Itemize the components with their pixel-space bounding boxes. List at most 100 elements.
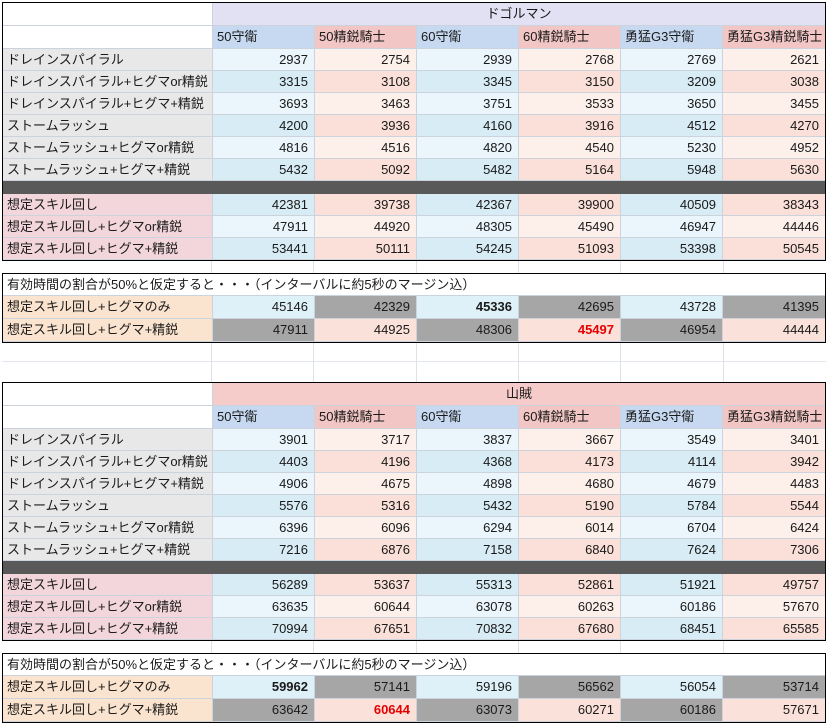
value-cell[interactable]: 47911 bbox=[213, 319, 315, 342]
empty-corner-cell[interactable] bbox=[3, 383, 213, 406]
value-cell[interactable]: 2754 bbox=[315, 49, 417, 71]
value-cell[interactable]: 5482 bbox=[417, 159, 519, 181]
value-cell[interactable]: 3942 bbox=[723, 451, 825, 473]
value-cell[interactable]: 47911 bbox=[213, 216, 315, 238]
value-cell[interactable]: 4906 bbox=[213, 473, 315, 495]
value-cell[interactable]: 42695 bbox=[519, 296, 621, 319]
value-cell[interactable]: 3936 bbox=[315, 115, 417, 137]
value-cell[interactable]: 60263 bbox=[519, 596, 621, 618]
value-cell[interactable]: 3667 bbox=[519, 429, 621, 451]
value-cell[interactable]: 60186 bbox=[621, 596, 723, 618]
column-header-cell[interactable]: 50守衛 bbox=[213, 406, 315, 429]
row-label-cell[interactable]: ドレインスパイラル bbox=[3, 49, 213, 71]
row-label-cell[interactable]: 想定スキル回し+ヒグマ+精鋭 bbox=[3, 618, 213, 640]
value-cell[interactable]: 6396 bbox=[213, 517, 315, 539]
table-title-cell[interactable]: 山賊 bbox=[213, 383, 825, 406]
value-cell[interactable]: 5576 bbox=[213, 495, 315, 517]
value-cell[interactable]: 4114 bbox=[621, 451, 723, 473]
row-label-cell[interactable]: 想定スキル回し+ヒグマのみ bbox=[3, 296, 213, 319]
value-cell[interactable]: 53398 bbox=[621, 238, 723, 260]
value-cell[interactable]: 55313 bbox=[417, 574, 519, 596]
value-cell[interactable]: 51093 bbox=[519, 238, 621, 260]
value-cell[interactable]: 44920 bbox=[315, 216, 417, 238]
empty-header-cell[interactable] bbox=[3, 26, 213, 49]
value-cell[interactable]: 53637 bbox=[315, 574, 417, 596]
row-label-cell[interactable]: ドレインスパイラル+ヒグマor精鋭 bbox=[3, 71, 213, 93]
value-cell[interactable]: 4196 bbox=[315, 451, 417, 473]
value-cell[interactable]: 5230 bbox=[621, 137, 723, 159]
value-cell[interactable]: 2768 bbox=[519, 49, 621, 71]
value-cell[interactable]: 63642 bbox=[213, 699, 315, 722]
value-cell[interactable]: 2621 bbox=[723, 49, 825, 71]
value-cell[interactable]: 4680 bbox=[519, 473, 621, 495]
value-cell[interactable]: 4173 bbox=[519, 451, 621, 473]
row-label-cell[interactable]: ストームラッシュ bbox=[3, 115, 213, 137]
value-cell[interactable]: 45336 bbox=[417, 296, 519, 319]
value-cell[interactable]: 57671 bbox=[723, 699, 825, 722]
row-label-cell[interactable]: ストームラッシュ bbox=[3, 495, 213, 517]
value-cell[interactable]: 5630 bbox=[723, 159, 825, 181]
value-cell[interactable]: 44444 bbox=[723, 319, 825, 342]
empty-header-cell[interactable] bbox=[3, 406, 213, 429]
value-cell[interactable]: 4483 bbox=[723, 473, 825, 495]
value-cell[interactable]: 3315 bbox=[213, 71, 315, 93]
row-label-cell[interactable]: 想定スキル回し+ヒグマ+精鋭 bbox=[3, 238, 213, 260]
value-cell[interactable]: 51921 bbox=[621, 574, 723, 596]
value-cell[interactable]: 3751 bbox=[417, 93, 519, 115]
value-cell[interactable]: 3209 bbox=[621, 71, 723, 93]
value-cell[interactable]: 5164 bbox=[519, 159, 621, 181]
row-label-cell[interactable]: 想定スキル回し bbox=[3, 574, 213, 596]
value-cell[interactable]: 4820 bbox=[417, 137, 519, 159]
value-cell[interactable]: 50111 bbox=[315, 238, 417, 260]
value-cell[interactable]: 3717 bbox=[315, 429, 417, 451]
row-label-cell[interactable]: ドレインスパイラル bbox=[3, 429, 213, 451]
value-cell[interactable]: 38343 bbox=[723, 194, 825, 216]
value-cell[interactable]: 3901 bbox=[213, 429, 315, 451]
row-label-cell[interactable]: 想定スキル回し bbox=[3, 194, 213, 216]
value-cell[interactable]: 3650 bbox=[621, 93, 723, 115]
value-cell[interactable]: 39900 bbox=[519, 194, 621, 216]
value-cell[interactable]: 53441 bbox=[213, 238, 315, 260]
row-label-cell[interactable]: ドレインスパイラル+ヒグマ+精鋭 bbox=[3, 473, 213, 495]
value-cell[interactable]: 3693 bbox=[213, 93, 315, 115]
value-cell[interactable]: 6840 bbox=[519, 539, 621, 561]
row-label-cell[interactable]: 想定スキル回し+ヒグマのみ bbox=[3, 676, 213, 699]
value-cell[interactable]: 65585 bbox=[723, 618, 825, 640]
uptime-title-cell[interactable]: 有効時間の割合が50%と仮定すると・・・（インターバルに約5秒のマージン込） bbox=[3, 274, 825, 296]
value-cell[interactable]: 4516 bbox=[315, 137, 417, 159]
value-cell[interactable]: 5784 bbox=[621, 495, 723, 517]
value-cell[interactable]: 56289 bbox=[213, 574, 315, 596]
value-cell[interactable]: 70994 bbox=[213, 618, 315, 640]
value-cell[interactable]: 4679 bbox=[621, 473, 723, 495]
value-cell[interactable]: 5432 bbox=[213, 159, 315, 181]
value-cell[interactable]: 7158 bbox=[417, 539, 519, 561]
value-cell[interactable]: 4540 bbox=[519, 137, 621, 159]
value-cell[interactable]: 52861 bbox=[519, 574, 621, 596]
value-cell[interactable]: 54245 bbox=[417, 238, 519, 260]
value-cell[interactable]: 3463 bbox=[315, 93, 417, 115]
value-cell[interactable]: 40509 bbox=[621, 194, 723, 216]
value-cell[interactable]: 70832 bbox=[417, 618, 519, 640]
value-cell[interactable]: 46954 bbox=[621, 319, 723, 342]
value-cell[interactable]: 56562 bbox=[519, 676, 621, 699]
value-cell[interactable]: 63635 bbox=[213, 596, 315, 618]
value-cell[interactable]: 5948 bbox=[621, 159, 723, 181]
value-cell[interactable]: 46947 bbox=[621, 216, 723, 238]
value-cell[interactable]: 50545 bbox=[723, 238, 825, 260]
value-cell[interactable]: 5092 bbox=[315, 159, 417, 181]
value-cell[interactable]: 41395 bbox=[723, 296, 825, 319]
row-label-cell[interactable]: 想定スキル回し+ヒグマor精鋭 bbox=[3, 596, 213, 618]
row-label-cell[interactable]: ストームラッシュ+ヒグマor精鋭 bbox=[3, 517, 213, 539]
value-cell[interactable]: 42381 bbox=[213, 194, 315, 216]
value-cell[interactable]: 6014 bbox=[519, 517, 621, 539]
row-label-cell[interactable]: 想定スキル回し+ヒグマ+精鋭 bbox=[3, 319, 213, 342]
value-cell[interactable]: 6876 bbox=[315, 539, 417, 561]
value-cell[interactable]: 39738 bbox=[315, 194, 417, 216]
value-cell[interactable]: 3108 bbox=[315, 71, 417, 93]
value-cell[interactable]: 57141 bbox=[315, 676, 417, 699]
value-cell[interactable]: 42329 bbox=[315, 296, 417, 319]
value-cell[interactable]: 6704 bbox=[621, 517, 723, 539]
value-cell[interactable]: 60644 bbox=[315, 699, 417, 722]
value-cell[interactable]: 3455 bbox=[723, 93, 825, 115]
value-cell[interactable]: 59196 bbox=[417, 676, 519, 699]
